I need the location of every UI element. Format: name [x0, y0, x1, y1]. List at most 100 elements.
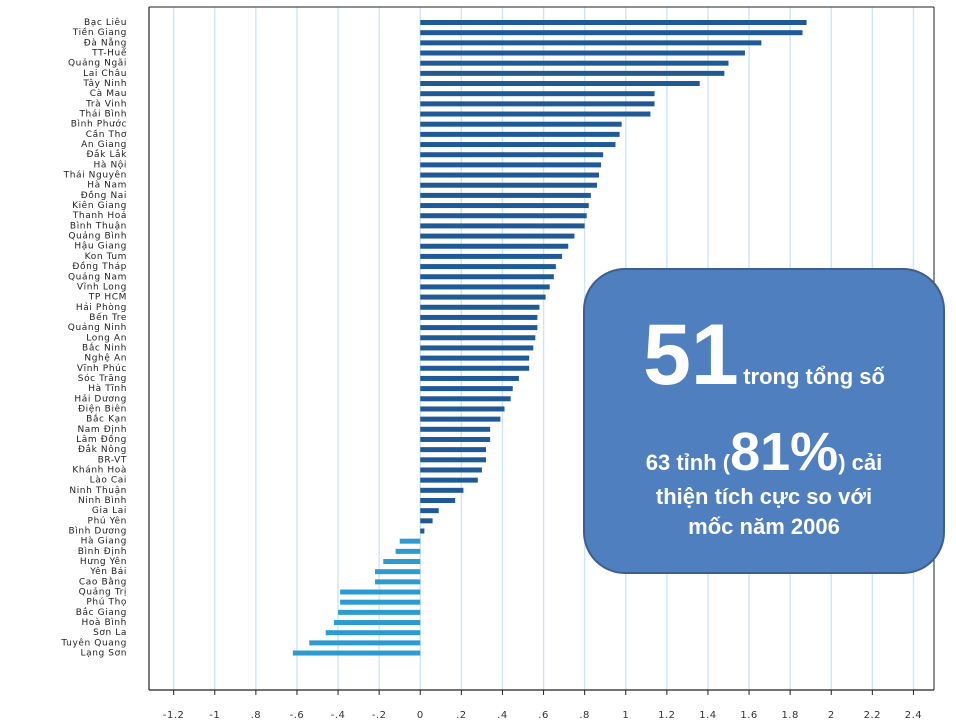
category-label: Hà Nội: [94, 159, 127, 170]
category-label: Lâm Đồng: [76, 434, 127, 445]
category-label: Long An: [86, 333, 127, 343]
bar: [420, 182, 597, 188]
x-tick-label: -1: [209, 710, 220, 721]
category-label: Bình Phước: [71, 119, 127, 130]
category-label: Nghệ An: [84, 353, 127, 364]
category-label: Lạng Sơn: [80, 649, 127, 659]
bar: [420, 508, 439, 514]
bar: [420, 131, 620, 137]
category-label: Thái Nguyên: [63, 170, 127, 181]
category-label: Sơn La: [93, 628, 127, 638]
category-label: Bến Tre: [89, 312, 127, 323]
bar: [420, 152, 604, 158]
category-label: Bạc Liêu: [84, 17, 127, 28]
callout-lines-3-4: thiện tích cực so với mốc năm 2006: [585, 482, 943, 542]
callout-line2-prefix: 63 tỉnh (: [645, 450, 731, 475]
bar: [420, 142, 616, 148]
x-tick-label: .8: [579, 710, 590, 721]
category-label: Gia Lai: [92, 506, 127, 516]
bar: [420, 436, 491, 442]
category-label: Bắc Giang: [76, 607, 127, 618]
x-tick-label: -.2: [372, 710, 387, 721]
callout-headline: 51 trong tổng số: [585, 312, 943, 398]
bar: [340, 589, 421, 595]
bar: [420, 416, 501, 422]
category-label: Phú Thọ: [86, 598, 127, 608]
bar: [420, 355, 530, 361]
x-tick-label: 1.8: [781, 710, 798, 721]
category-label: Tiền Giang: [72, 27, 127, 38]
callout-line-2: 63 tỉnh (81%) cải: [585, 422, 943, 496]
bar: [420, 396, 511, 402]
bar: [420, 81, 700, 87]
category-label: Bình Thuận: [70, 221, 127, 231]
category-label: Đắk Nông: [78, 444, 127, 455]
bar: [420, 304, 540, 310]
category-label: Nam Định: [77, 425, 127, 435]
bar: [420, 192, 591, 198]
category-label: Bình Dương: [68, 527, 127, 537]
x-tick-label: 2.4: [905, 710, 922, 721]
bar: [420, 213, 587, 219]
bar: [420, 386, 513, 392]
bar: [420, 294, 546, 300]
category-label: Quảng Nam: [68, 271, 127, 282]
category-label: Đắk Lắk: [86, 149, 127, 160]
bar: [420, 284, 550, 290]
category-label: Khánh Hoà: [72, 465, 127, 475]
bar: [420, 274, 554, 280]
bar: [420, 172, 600, 178]
bar: [420, 101, 655, 107]
callout-text-after-number: trong tổng số: [743, 364, 885, 389]
bar: [383, 559, 421, 565]
x-tick-label: .2: [456, 710, 467, 721]
bar: [420, 264, 556, 270]
bar: [420, 314, 538, 320]
x-tick-label: .8: [251, 710, 262, 721]
bar: [420, 375, 519, 381]
category-label: Trà Vinh: [85, 99, 127, 109]
category-label: Ninh Thuận: [69, 486, 127, 496]
category-label: Quảng Bình: [68, 231, 127, 242]
bars: [292, 20, 807, 656]
bar: [325, 630, 421, 636]
category-label: Điện Biên: [78, 403, 127, 414]
category-label: Bình Định: [78, 547, 127, 557]
category-label: Sóc Trăng: [78, 373, 127, 384]
category-label: Hà Nam: [87, 181, 127, 191]
summary-callout: 51 trong tổng số 63 tỉnh (81%) cải thiện…: [583, 268, 945, 574]
bar: [340, 599, 421, 605]
category-label: Tuyên Quang: [60, 637, 127, 648]
bar: [420, 91, 655, 97]
bar: [309, 640, 421, 646]
category-label: Tây Ninh: [82, 79, 127, 89]
bar: [420, 70, 725, 76]
category-label: Ninh Bình: [78, 496, 127, 506]
bar: [420, 203, 589, 209]
x-tick-label: 1.4: [699, 710, 716, 721]
category-label: Đà Nẵng: [84, 37, 127, 48]
x-tick-label: .4: [497, 710, 508, 721]
bar: [420, 477, 478, 483]
bar: [420, 467, 482, 473]
category-label: Phú Yên: [88, 515, 127, 526]
bar: [420, 40, 762, 46]
category-label: Kiên Giang: [72, 200, 127, 211]
category-label: Lai Châu: [83, 69, 127, 79]
category-label: Bắc Kạn: [86, 414, 127, 425]
bar: [420, 243, 569, 249]
x-tick-labels: -1.2 -1 .8 -.6 -.4 -.2 0 .2 .4 .6 .8 1 1.2 1.4 1.6 1.8 2…: [163, 710, 922, 721]
category-label: Quảng Trị: [79, 587, 127, 598]
x-tick-label: 1.2: [658, 710, 675, 721]
x-tick-label: .6: [538, 710, 549, 721]
bar: [420, 345, 534, 351]
callout-percent: 81%: [730, 422, 839, 482]
bar: [420, 447, 487, 453]
category-label: Cần Thơ: [86, 129, 127, 140]
category-label: Kon Tum: [85, 252, 127, 262]
category-label: Hà Tĩnh: [88, 384, 127, 394]
bar: [420, 365, 530, 371]
category-label: BR-VT: [98, 455, 127, 465]
bar: [338, 609, 421, 615]
